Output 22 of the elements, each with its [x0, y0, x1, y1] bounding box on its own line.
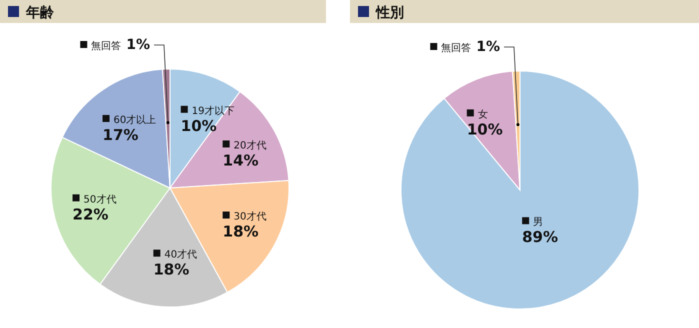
slice-label: 無回答	[91, 40, 122, 52]
data-label: 10%	[180, 116, 217, 135]
data-label: 17%	[102, 126, 138, 144]
data-label: 1%	[126, 37, 150, 53]
chart-title: 性別	[375, 5, 404, 21]
slice-label: 60才以上	[114, 114, 156, 126]
data-label: 89%	[522, 228, 558, 246]
slice-label: 40才代	[164, 248, 198, 261]
chart-title: 年齢	[25, 5, 55, 21]
slice-label: 19才以下	[192, 104, 235, 117]
slice-label: 男	[533, 217, 544, 228]
data-label: 18%	[222, 222, 259, 241]
slice-label: 50才代	[84, 193, 116, 206]
data-label: 18%	[153, 260, 190, 279]
slice-label: 無回答	[441, 42, 472, 54]
data-label: 14%	[222, 151, 259, 170]
data-label: 10%	[466, 120, 503, 138]
data-label: 1%	[476, 39, 500, 55]
data-label: 22%	[72, 205, 108, 224]
slice-label: 女	[478, 108, 488, 120]
slice-label: 20才代	[234, 139, 266, 152]
slice-label: 30才代	[234, 210, 266, 223]
